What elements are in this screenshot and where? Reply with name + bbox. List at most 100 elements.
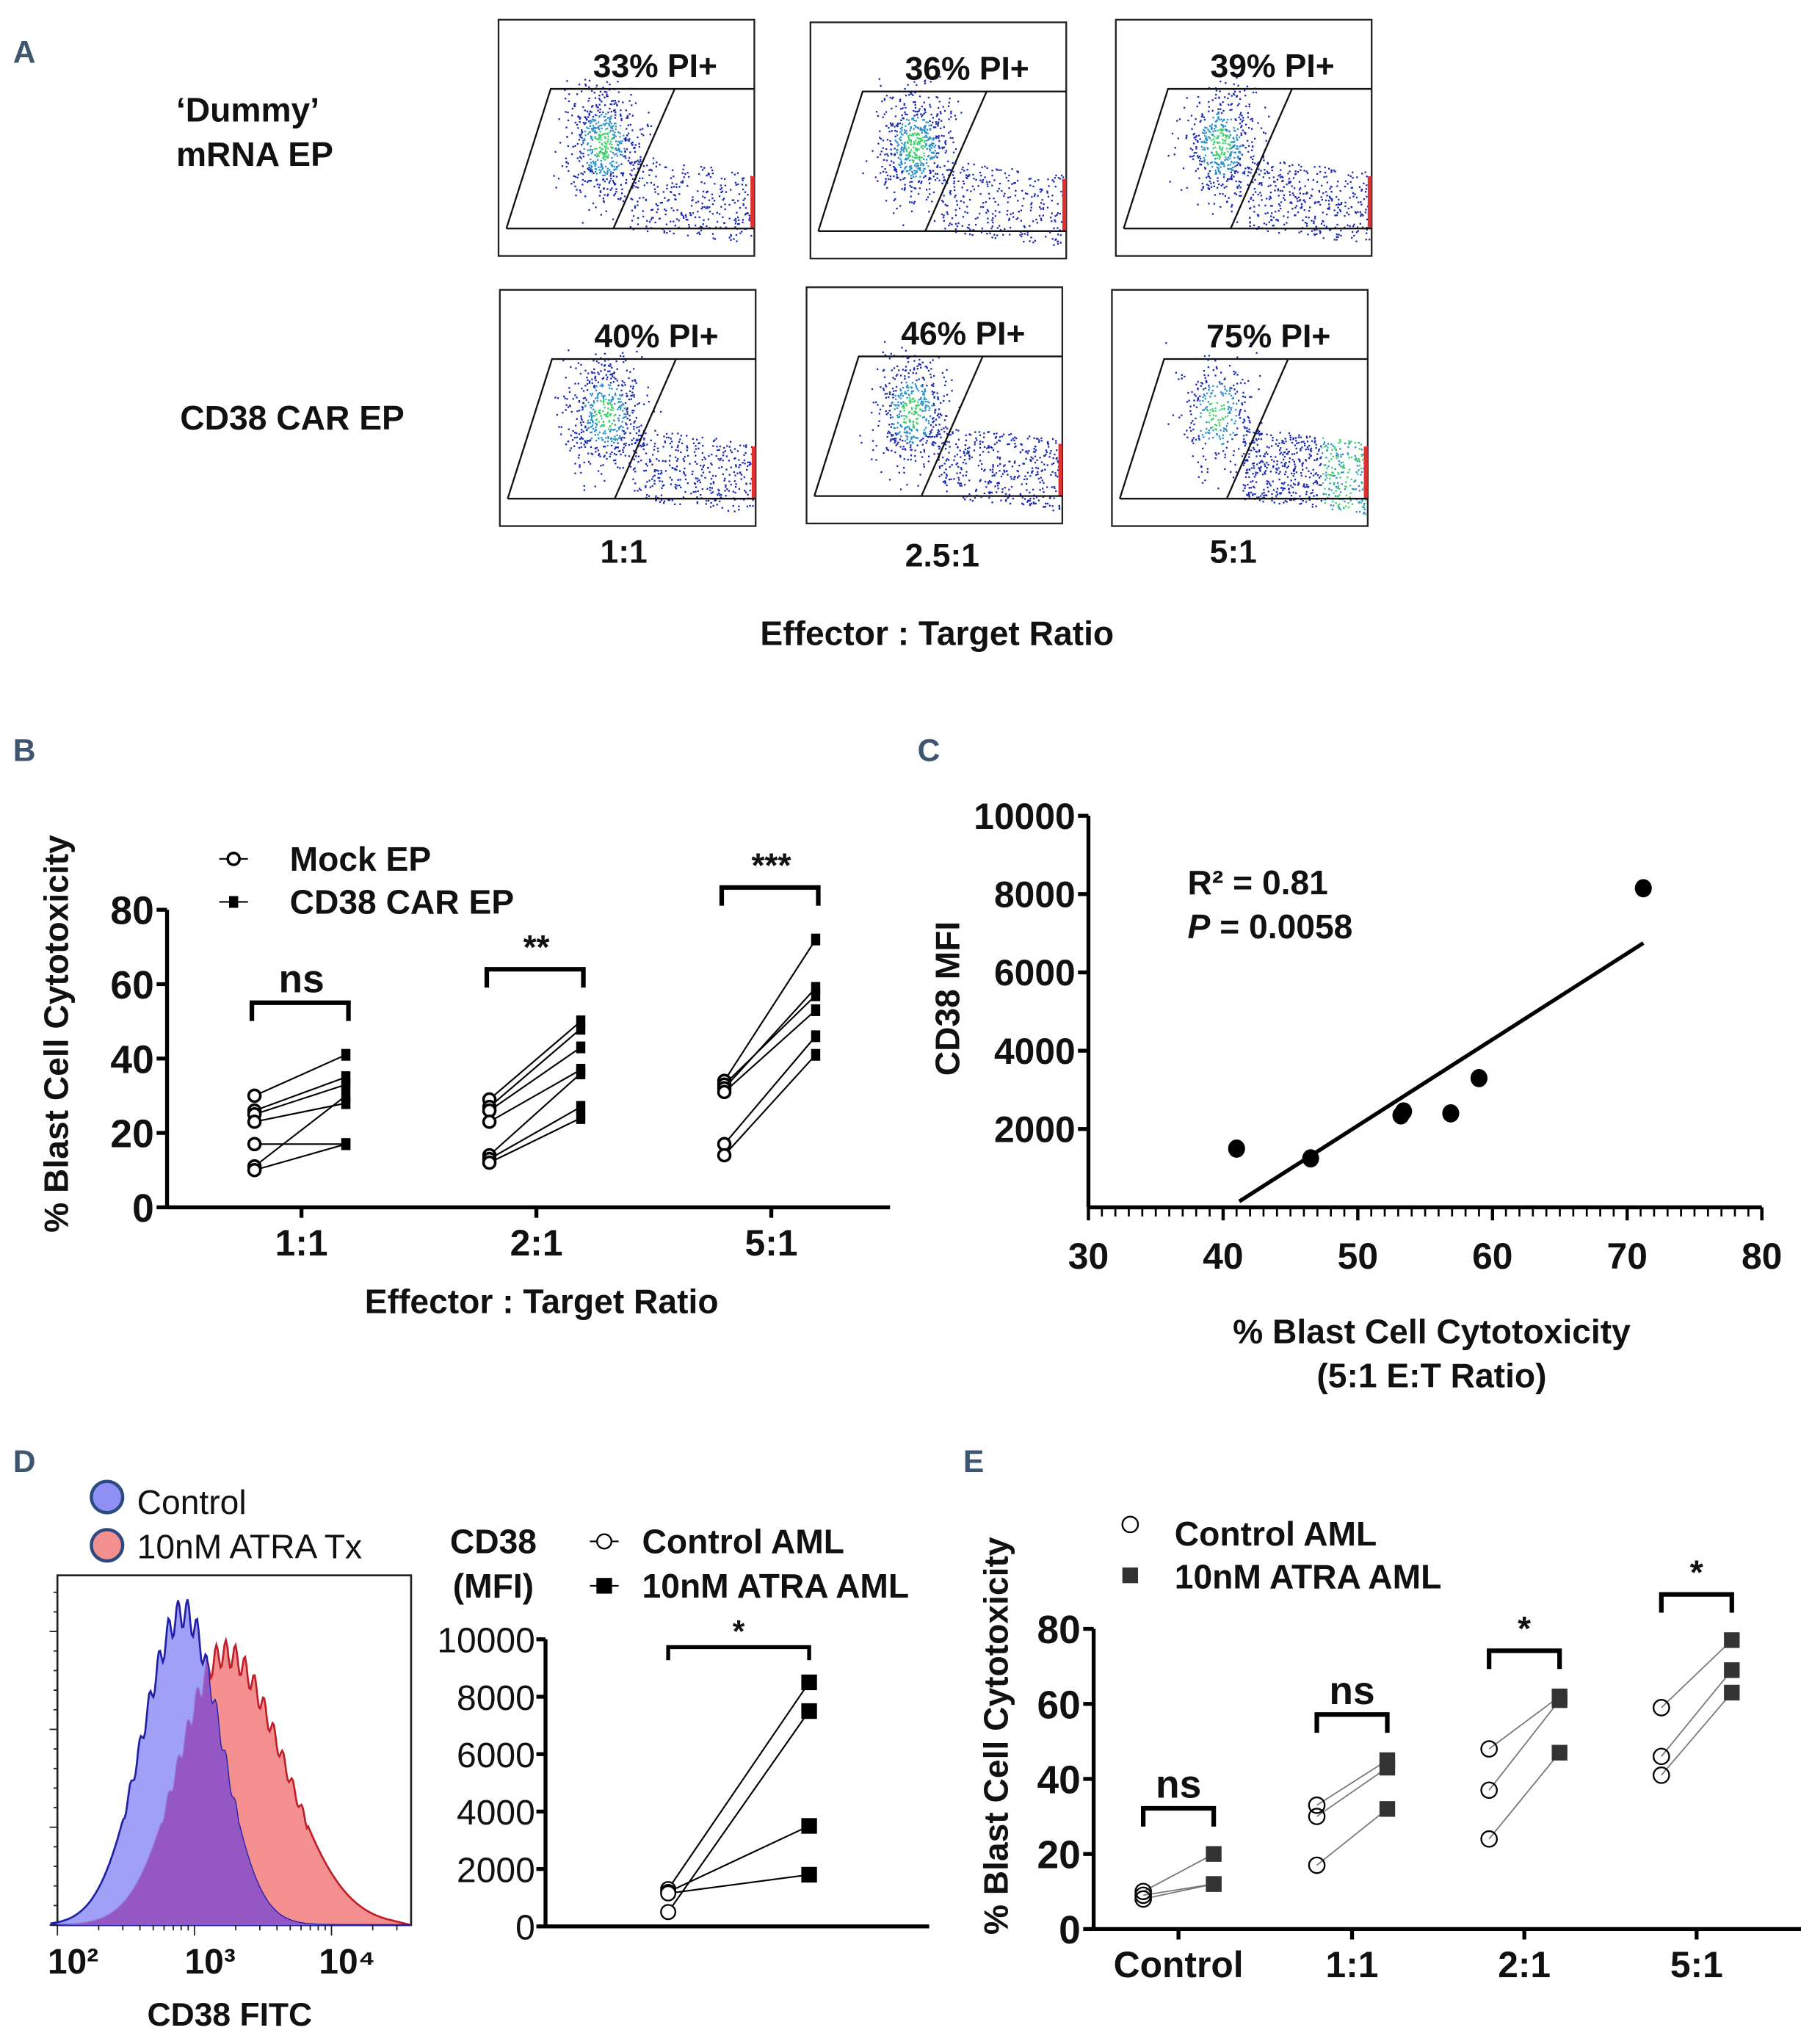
cell-event-dot [1344,180,1347,182]
cell-event-dot [1360,213,1363,216]
cell-event-dot [618,142,621,145]
cell-event-dot [1021,233,1023,235]
cell-event-dot [1336,223,1338,226]
cell-event-dot [626,116,629,118]
cell-event-dot [943,376,945,379]
cell-event-dot [742,221,744,224]
cell-event-dot [902,107,904,109]
cell-event-dot [1353,223,1355,225]
cell-event-dot [912,400,914,403]
cell-event-dot [577,383,580,385]
cell-event-dot [1055,174,1057,177]
cell-event-dot [904,440,907,442]
cell-event-dot [914,153,916,156]
cell-event-dot [571,107,574,110]
cell-event-dot [1354,211,1357,213]
cell-event-dot [1253,486,1255,489]
cell-event-dot [614,99,616,102]
cell-event-dot [991,446,993,449]
cell-event-dot [600,170,602,173]
cell-event-dot [622,101,624,104]
cell-event-dot [968,175,970,177]
cell-event-dot [910,438,913,441]
cell-event-dot [651,478,653,480]
cell-event-dot [1039,206,1041,209]
cell-event-dot [1329,187,1331,190]
cell-event-dot [918,408,921,410]
cell-event-dot [1026,438,1029,440]
cell-event-dot [1021,449,1023,451]
cell-event-dot [1004,228,1006,231]
cell-event-dot [1040,191,1042,193]
cell-event-dot [955,429,957,431]
cell-event-dot [962,461,965,464]
cell-event-dot [573,175,576,178]
cell-event-dot [986,209,989,211]
cell-event-dot [888,410,891,412]
cell-event-dot [881,100,883,103]
cell-event-dot [1206,421,1208,424]
cell-event-dot [1247,175,1249,177]
cell-event-dot [941,474,943,476]
cell-event-dot [642,197,645,199]
cell-event-dot [1223,96,1226,98]
cell-event-dot [914,383,917,385]
cell-event-dot [1300,169,1302,171]
cell-event-dot [606,81,609,83]
cell-event-dot [595,389,598,391]
cell-event-dot [903,407,905,409]
cell-event-dot [586,428,589,430]
cell-event-dot [633,449,635,452]
cell-event-dot [914,449,916,452]
cell-event-dot [890,405,892,407]
cell-event-dot [1216,402,1219,405]
cell-event-dot [1250,156,1253,159]
cell-event-dot [737,183,739,186]
cell-event-dot [598,410,600,412]
cell-event-dot [1225,130,1228,132]
cell-event-dot [1035,218,1037,221]
cell-event-dot [1361,506,1363,508]
cell-event-dot [624,402,627,404]
cell-event-dot [1239,164,1242,167]
cell-event-dot [914,153,916,155]
cell-event-dot [999,470,1001,472]
cell-event-dot [701,436,703,439]
edge-events [751,446,756,499]
cell-event-dot [914,101,916,104]
cell-event-dot [1344,488,1346,490]
cell-event-dot [693,451,696,453]
cell-event-dot [560,433,562,435]
cell-event-dot [742,188,744,191]
cell-event-dot [616,434,618,436]
cell-event-dot [1264,463,1266,465]
cell-event-dot [580,363,582,366]
cell-event-dot [599,150,602,152]
cell-event-dot [735,465,737,468]
cell-event-dot [701,203,703,205]
cell-event-dot [656,469,658,471]
cell-event-dot [670,438,673,440]
cell-event-dot [1282,441,1284,443]
cell-event-dot [584,123,586,126]
cell-event-dot [1278,467,1280,469]
cell-event-dot [927,132,929,134]
cell-event-dot [738,219,740,221]
cell-event-dot [623,156,626,158]
cell-event-dot [862,172,864,175]
cell-event-dot [1212,117,1214,119]
cell-event-dot [1315,225,1317,228]
cell-event-dot [1241,115,1243,117]
cell-event-dot [628,418,631,421]
cell-event-dot [742,219,744,221]
cell-event-dot [945,468,947,471]
cell-event-dot [921,119,924,121]
cell-event-dot [924,80,926,83]
cell-event-dot [891,107,893,109]
cell-event-dot [698,479,700,482]
cell-event-dot [979,480,981,482]
cell-event-dot [625,416,627,418]
cell-event-dot [980,175,982,177]
cell-event-dot [687,454,689,457]
cell-event-dot [894,153,896,156]
